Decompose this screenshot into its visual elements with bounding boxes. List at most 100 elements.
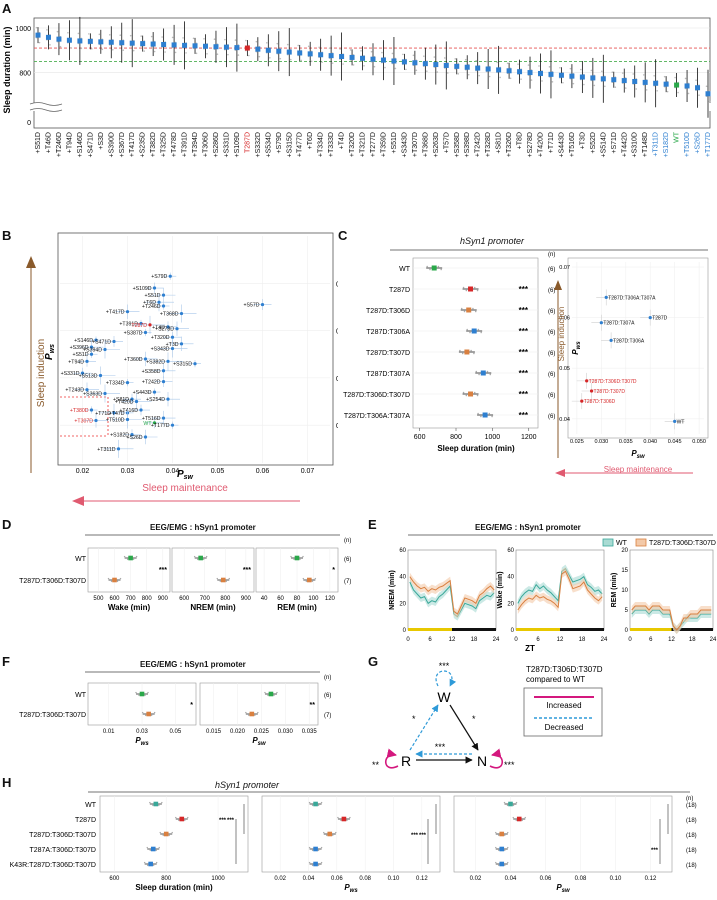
panel-c-row-label: T287D:T307D (366, 350, 410, 357)
panel-h-mean-marker (499, 861, 505, 867)
panel-b-point-label: +S343D (151, 347, 170, 353)
panel-f-subplot-frame (199, 682, 319, 726)
panel-h-replicate-dot (311, 864, 314, 867)
panel-e-xtick: 0 (628, 637, 632, 643)
panel-h-row-label: T287A:T306D:T307D (29, 847, 96, 854)
panel-a-mean-marker (454, 63, 460, 69)
panel-h-subplot-frame (99, 795, 249, 873)
panel-a-replicate-dot (300, 59, 303, 62)
panel-a-mean-marker (443, 62, 449, 68)
panel-h-xlabel: Psw (556, 883, 570, 894)
panel-b-point-label: +T3D (166, 342, 179, 348)
panel-b-point-label: +T420D (115, 400, 134, 406)
panel-a-xtick-label: +T326D (506, 132, 513, 157)
panel-d-mean-marker (294, 555, 300, 561)
panel-c-n: (6) (548, 414, 555, 420)
panel-h-xtick: 1000 (211, 876, 225, 882)
panel-f-replicate-dot (248, 714, 250, 717)
panel-a-replicate-dot (663, 75, 666, 78)
panel-a-xtick-label: +S310D (632, 132, 639, 158)
panel-b-point-label: +S79D (151, 274, 167, 280)
panel-b-point-label: +T6D (143, 300, 156, 306)
panel-a-mean-marker (517, 69, 523, 75)
panel-a-mean-marker (621, 78, 627, 84)
panel-a-replicate-dot (119, 34, 122, 37)
panel-a-mean-marker (56, 36, 62, 42)
panel-g-caption-2: compared to WT (526, 675, 585, 684)
panel-b-point-label: +T47D (109, 411, 125, 417)
panel-d-xtick: 600 (179, 596, 190, 602)
panel-b-point (143, 435, 148, 439)
panel-a-mean-marker (255, 46, 261, 52)
panel-h-xtick: 0.06 (331, 876, 343, 882)
panel-a-replicate-dot (70, 46, 72, 49)
panel-a-replicate-dot (426, 70, 428, 72)
panel-h-replicate-dot (504, 849, 506, 852)
panel-a-replicate-dot (642, 74, 645, 76)
panel-b-maintenance-arrowhead (72, 496, 84, 506)
panel-d-replicate-dot (123, 555, 126, 558)
panel-h-replicate-dot (152, 864, 155, 867)
panel-b-point (85, 388, 89, 392)
panel-b-ytick: 0.05 (336, 376, 338, 383)
panel-letter-h: H (2, 775, 12, 790)
panel-a-xtick-label: +T442D (621, 132, 628, 157)
panel-a-replicate-dot (318, 46, 320, 49)
panel-h-replicate-dot (308, 801, 311, 804)
panel-c-scatter-label: T287D (652, 316, 667, 322)
panel-b-point-label: +S331D (61, 371, 80, 377)
panel-c-replicate-dot (477, 412, 479, 415)
panel-a-replicate-dot (590, 69, 593, 72)
panel-c-replicate-dot (440, 268, 442, 271)
panel-b-point (143, 330, 148, 335)
panel-c-induction-arrowhead (554, 280, 562, 290)
panel-f-replicate-dot (245, 711, 247, 714)
panel-f-replicate-dot (273, 694, 275, 697)
legend-decreased: Decreased (545, 723, 584, 732)
panel-a-replicate-dot (171, 36, 174, 39)
panel-e-ytick: 20 (507, 601, 514, 607)
panel-c-xtick: 600 (414, 434, 426, 441)
panel-f-replicate-dot (276, 691, 278, 694)
panel-d-replicate-dot (305, 580, 308, 583)
panel-e-ytick: 10 (621, 588, 628, 594)
panel-d-replicate-dot (228, 577, 230, 580)
panel-h-replicate-dot (346, 819, 348, 822)
panel-a-xtick-label: T287D (244, 132, 251, 153)
panel-e-xtick: 18 (471, 637, 478, 643)
panel-c-sig: *** (519, 411, 529, 420)
panel-h-replicate-dot (317, 849, 320, 852)
panel-d-xtick: 900 (158, 596, 169, 602)
panel-a-replicate-dot (446, 72, 449, 74)
panel-a-replicate-dot (415, 69, 418, 72)
panel-a-xtick-label: +T394D (192, 132, 199, 157)
panel-h-replicate-dot (504, 834, 506, 837)
panel-c-replicate-dot (462, 391, 465, 394)
panel-a-ylabel: Sleep duration (min) (2, 26, 12, 113)
panel-a-mean-marker (485, 66, 491, 72)
panel-a-mean-marker (370, 56, 376, 62)
panel-c-row-label: T287D:T306A (366, 329, 410, 336)
panel-c-n: (6) (548, 372, 555, 378)
panel-b-ylabel: Pws (44, 344, 56, 360)
panel-d-replicate-dot (302, 577, 305, 580)
panel-b-point-label: +T243D (65, 388, 84, 394)
panel-g-legend-box (523, 687, 603, 737)
panel-f-n-wt: (6) (324, 693, 331, 699)
panel-a-replicate-dot (527, 64, 530, 66)
panel-a-replicate-dot (687, 92, 690, 95)
panel-b-induction-label: Sleep induction (36, 339, 47, 407)
panel-a-replicate-dot (559, 66, 561, 69)
panel-h-replicate-dot (317, 864, 320, 867)
panel-h-n-header: (n) (686, 796, 693, 802)
panel-a-replicate-dot (98, 33, 101, 36)
panel-a-xtick-label: +T57D (443, 132, 450, 153)
panel-c-replicate-dot (488, 412, 491, 415)
panel-b-point-label: +S57D (243, 303, 259, 309)
panel-h-sig: *** (219, 818, 227, 824)
panel-a-replicate-dot (624, 87, 627, 89)
panel-h-mean-marker (516, 816, 522, 822)
panel-d-replicate-dot (126, 558, 129, 561)
panel-a-xtick-label: +S534D (265, 132, 272, 158)
